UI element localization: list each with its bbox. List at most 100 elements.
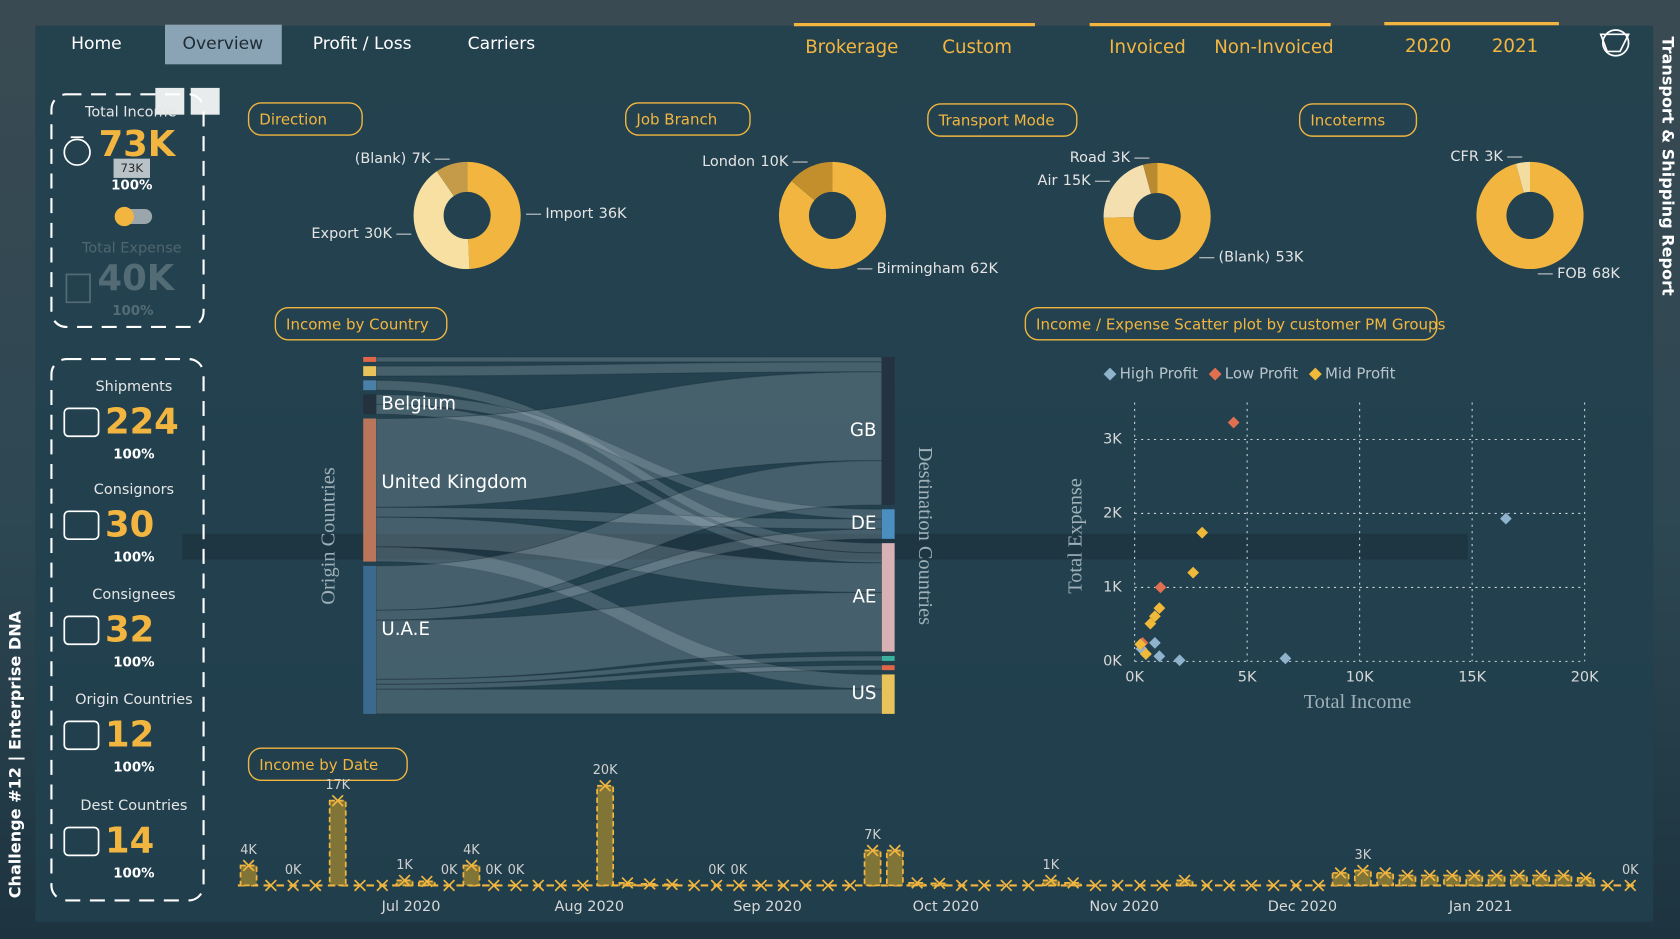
point-marker [1290, 879, 1302, 892]
point-marker [1245, 879, 1258, 892]
slicer-item[interactable]: Brokerage [805, 37, 898, 58]
value-label: 3K [1111, 150, 1130, 166]
chart-title: Direction [259, 111, 327, 129]
data-label: (Blank) 53K [1219, 250, 1304, 266]
sankey-node [363, 380, 377, 391]
slicer-item[interactable]: Invoiced [1109, 37, 1186, 58]
data-label: 0K [708, 863, 725, 878]
data-label: London 10K [702, 154, 789, 170]
nav-item[interactable]: Carriers [468, 34, 536, 54]
bar [1443, 874, 1461, 887]
kpi-label: Shipments [96, 379, 173, 395]
toggle-knob[interactable] [114, 206, 134, 227]
sankey-link [375, 591, 883, 680]
point-marker [755, 879, 768, 892]
point-marker [1067, 876, 1080, 889]
sankey-link [375, 356, 883, 363]
x-tick-label: 20K [1571, 669, 1599, 685]
point-marker [398, 874, 411, 887]
filter-icon[interactable] [155, 87, 185, 115]
data-label: 4K [463, 843, 480, 858]
axis-label: Origin Countries [318, 467, 340, 605]
slicer-item[interactable]: 2021 [1492, 36, 1538, 57]
point-marker [1624, 879, 1637, 892]
nav-item[interactable]: Home [71, 34, 122, 54]
y-tick-label: 2K [1103, 505, 1122, 521]
slicer-item[interactable]: 2020 [1405, 36, 1451, 57]
data-label: Import 36K [545, 206, 627, 222]
donut-slice [778, 161, 887, 270]
point-marker [1356, 864, 1369, 877]
bar [395, 879, 414, 887]
point-marker [1223, 879, 1236, 892]
point-marker [465, 859, 478, 872]
bar [1554, 874, 1573, 887]
nav-item[interactable]: Overview [183, 34, 264, 54]
point-marker [1468, 869, 1481, 882]
bar [1353, 869, 1372, 887]
donut-slice [1143, 162, 1158, 194]
point-marker [554, 879, 567, 892]
kpi-list: Shipments 224 100% Consignors 30 100% Consigne… [63, 379, 193, 882]
point-marker [911, 876, 924, 889]
nav-item[interactable]: Profit / Loss [313, 34, 412, 54]
data-label: 3K [1355, 848, 1372, 863]
slicer-item[interactable]: Custom [942, 37, 1012, 58]
legend-label: Mid Profit [1325, 365, 1396, 383]
point-marker [710, 879, 723, 892]
node-label: U.A.E [381, 619, 430, 640]
data-label: 1K [1043, 858, 1060, 873]
kpi-icon [63, 615, 100, 646]
point-marker [1512, 869, 1525, 882]
point-marker [955, 879, 968, 892]
bar [417, 880, 436, 887]
focus-icon[interactable] [190, 87, 220, 115]
title-box [247, 102, 363, 136]
kpi-label: Total Expense [81, 241, 182, 257]
point-marker [1535, 869, 1548, 882]
bar [1331, 872, 1350, 887]
bar [1041, 879, 1060, 887]
kpi-value: 14 [105, 821, 154, 862]
point-marker [331, 794, 344, 807]
kpi-label: Consignors [94, 482, 174, 498]
point-marker [1602, 879, 1614, 892]
sankey-link [375, 528, 883, 621]
kpi-percent: 100% [111, 178, 152, 193]
axis-label: Total Expense [1064, 478, 1086, 594]
point-marker [777, 879, 790, 892]
footer-title: Challenge #12 | Enterprise DNA [6, 610, 26, 898]
point-marker [487, 879, 500, 892]
bar [1376, 872, 1395, 887]
sankey-link [375, 688, 883, 715]
node-label: AE [852, 586, 876, 607]
data-label: Birmingham 62K [877, 261, 999, 277]
x-tick-label: 10K [1346, 669, 1374, 685]
kpi-value: 32 [105, 609, 154, 650]
bar [618, 882, 637, 887]
x-tick-label: 0K [1125, 669, 1144, 685]
slicer-item[interactable]: Non-Invoiced [1214, 37, 1333, 58]
money-icon [63, 136, 91, 166]
data-label: Export 30K [311, 226, 392, 242]
point-marker [1044, 874, 1057, 887]
donut-slice [1515, 161, 1530, 193]
donut-slice [791, 161, 833, 201]
scatter-point [1227, 416, 1240, 429]
data-label: Air 15K [1038, 173, 1092, 189]
y-tick-label: 0K [1103, 653, 1122, 669]
point-marker [242, 859, 255, 872]
ship-silhouette [182, 533, 1468, 560]
point-marker [1557, 869, 1570, 882]
point-marker [1134, 879, 1146, 892]
category-label: Road [1070, 150, 1106, 166]
point-marker [1089, 879, 1102, 892]
kpi-label: Origin Countries [75, 692, 193, 708]
point-marker [264, 879, 277, 892]
point-marker [309, 879, 322, 892]
point-marker [1490, 869, 1503, 882]
node-label: GB [850, 420, 877, 441]
value-label: 3K [1484, 149, 1503, 165]
scatter-point [1153, 650, 1166, 663]
sankey-node [363, 366, 377, 377]
